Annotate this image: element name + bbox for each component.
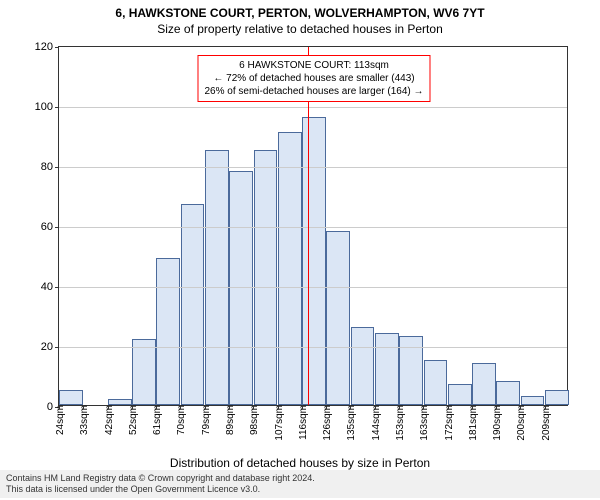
xtick-label: 135sqm: [346, 405, 357, 441]
xtick-label: 89sqm: [225, 405, 236, 435]
ytick-label: 20: [41, 341, 53, 353]
xtick-mark: [83, 405, 84, 409]
xtick-mark: [253, 405, 254, 409]
bar: [132, 339, 156, 405]
xtick-mark: [205, 405, 206, 409]
bar: [375, 333, 399, 405]
chart-container: 6, HAWKSTONE COURT, PERTON, WOLVERHAMPTO…: [0, 0, 600, 500]
ytick-mark: [55, 47, 59, 48]
gridline: [59, 227, 567, 228]
xtick-mark: [545, 405, 546, 409]
bar: [59, 390, 83, 405]
footer-line2: This data is licensed under the Open Gov…: [6, 484, 594, 495]
footer: Contains HM Land Registry data © Crown c…: [0, 470, 600, 498]
xtick-label: 52sqm: [128, 405, 139, 435]
ytick-label: 80: [41, 161, 53, 173]
bar: [205, 150, 229, 405]
gridline: [59, 167, 567, 168]
xtick-label: 153sqm: [395, 405, 406, 441]
ytick-label: 120: [35, 41, 53, 53]
ytick-mark: [55, 287, 59, 288]
xtick-label: 24sqm: [55, 405, 66, 435]
xtick-label: 42sqm: [104, 405, 115, 435]
ytick-mark: [55, 227, 59, 228]
xtick-mark: [496, 405, 497, 409]
xtick-mark: [375, 405, 376, 409]
bar: [326, 231, 350, 405]
ytick-mark: [55, 347, 59, 348]
ytick-mark: [55, 167, 59, 168]
x-axis-label: Distribution of detached houses by size …: [0, 456, 600, 470]
xtick-label: 61sqm: [152, 405, 163, 435]
xtick-label: 116sqm: [298, 405, 309, 440]
xtick-label: 200sqm: [516, 405, 527, 441]
xtick-label: 172sqm: [444, 405, 455, 441]
xtick-mark: [472, 405, 473, 409]
bar: [448, 384, 472, 405]
xtick-mark: [59, 405, 60, 409]
bar: [424, 360, 448, 405]
xtick-mark: [278, 405, 279, 409]
title-main: 6, HAWKSTONE COURT, PERTON, WOLVERHAMPTO…: [0, 0, 600, 20]
xtick-mark: [423, 405, 424, 409]
xtick-mark: [302, 405, 303, 409]
ytick-label: 0: [47, 401, 53, 413]
annotation-line2: ← 72% of detached houses are smaller (44…: [204, 72, 423, 85]
footer-line1: Contains HM Land Registry data © Crown c…: [6, 473, 594, 484]
ytick-label: 40: [41, 281, 53, 293]
bar: [472, 363, 496, 405]
plot-area: 02040608010012024sqm33sqm42sqm52sqm61sqm…: [58, 46, 568, 406]
xtick-mark: [399, 405, 400, 409]
xtick-label: 181sqm: [468, 405, 479, 441]
ytick-mark: [55, 107, 59, 108]
xtick-label: 107sqm: [274, 405, 285, 441]
bar: [351, 327, 375, 405]
xtick-mark: [520, 405, 521, 409]
xtick-label: 126sqm: [322, 405, 333, 441]
xtick-mark: [108, 405, 109, 409]
annotation-box: 6 HAWKSTONE COURT: 113sqm← 72% of detach…: [197, 55, 430, 102]
annotation-line1: 6 HAWKSTONE COURT: 113sqm: [204, 59, 423, 72]
xtick-mark: [229, 405, 230, 409]
gridline: [59, 287, 567, 288]
title-sub: Size of property relative to detached ho…: [0, 20, 600, 36]
annotation-line3: 26% of semi-detached houses are larger (…: [204, 85, 423, 98]
bar: [181, 204, 205, 405]
xtick-label: 144sqm: [371, 405, 382, 441]
xtick-label: 33sqm: [79, 405, 90, 435]
xtick-mark: [156, 405, 157, 409]
bar: [545, 390, 569, 405]
ytick-label: 100: [35, 101, 53, 113]
xtick-label: 98sqm: [249, 405, 260, 435]
xtick-label: 70sqm: [176, 405, 187, 435]
bar: [278, 132, 302, 405]
bar: [254, 150, 278, 405]
xtick-mark: [326, 405, 327, 409]
xtick-mark: [180, 405, 181, 409]
xtick-mark: [448, 405, 449, 409]
xtick-label: 190sqm: [492, 405, 503, 441]
bar: [229, 171, 253, 405]
gridline: [59, 347, 567, 348]
xtick-mark: [350, 405, 351, 409]
xtick-mark: [132, 405, 133, 409]
gridline: [59, 107, 567, 108]
bar: [156, 258, 180, 405]
xtick-label: 209sqm: [541, 405, 552, 441]
bar: [521, 396, 545, 405]
bar: [496, 381, 520, 405]
xtick-label: 79sqm: [201, 405, 212, 435]
bar: [302, 117, 326, 405]
ytick-label: 60: [41, 221, 53, 233]
xtick-label: 163sqm: [419, 405, 430, 441]
